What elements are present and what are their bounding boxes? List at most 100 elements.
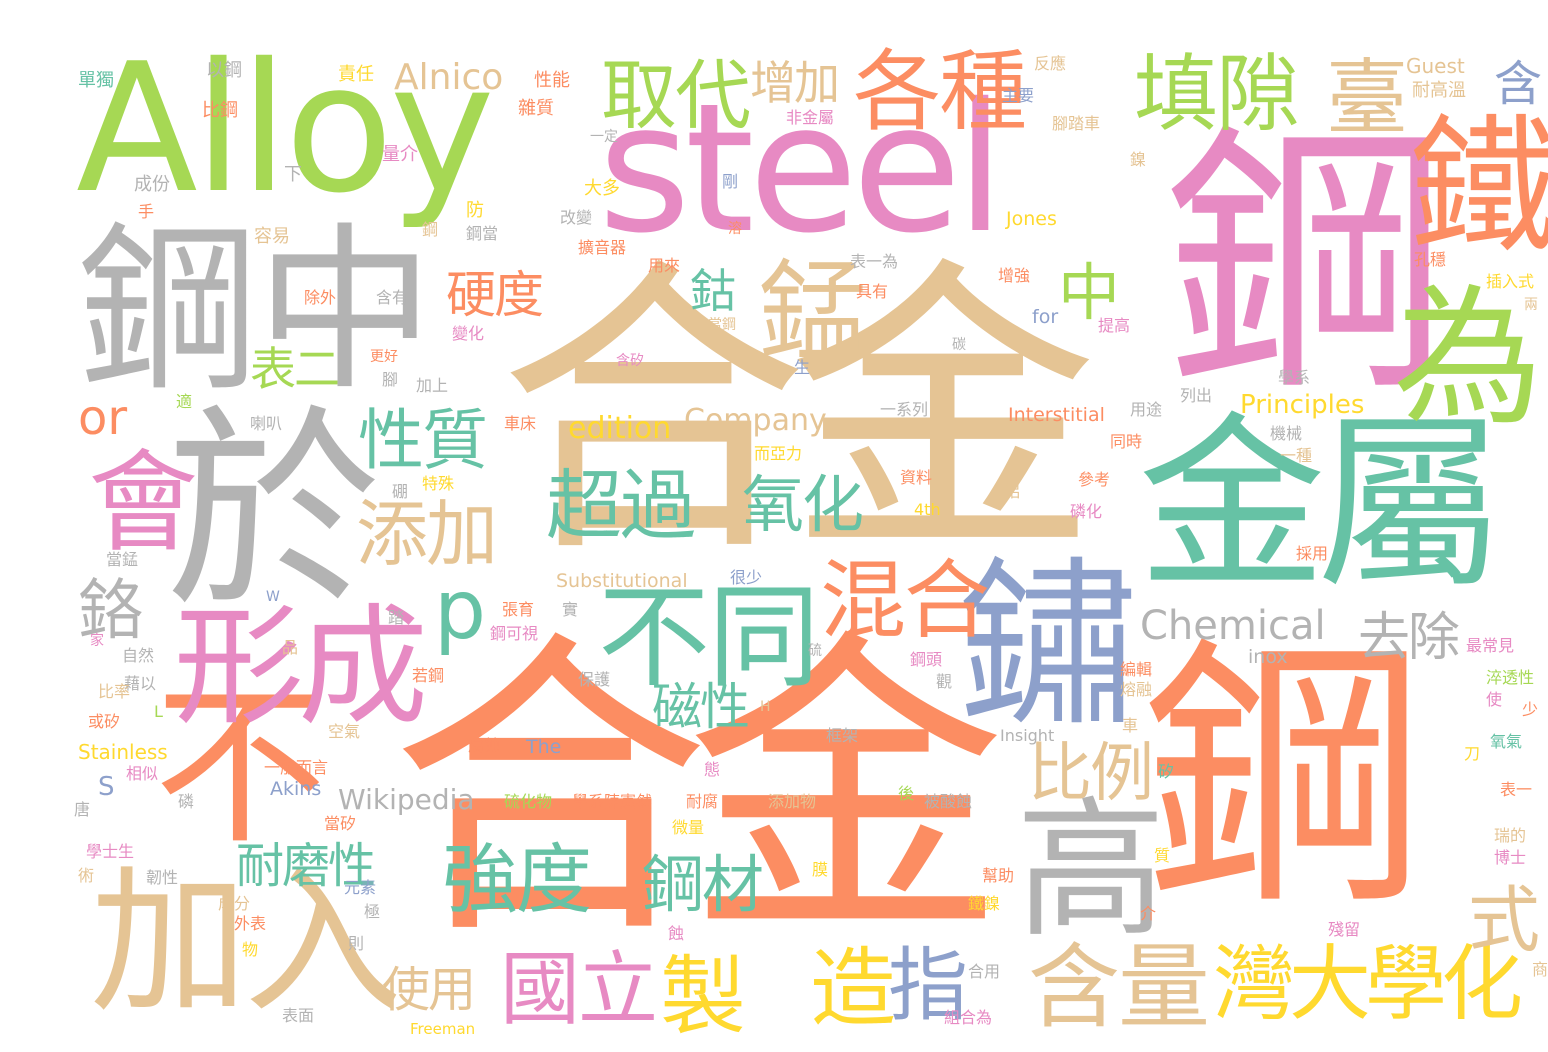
word-s117: 生 <box>794 358 811 377</box>
word-s116: 含矽 <box>616 353 644 369</box>
word-s190: 成分 <box>218 894 251 913</box>
word-s183: 博士 <box>1494 848 1527 867</box>
word-s132: 鋁 <box>1004 482 1021 501</box>
word-use: 使用 <box>382 962 476 1018</box>
word-s75: 單獨 <box>78 70 114 91</box>
word-alloy: Alloy <box>76 25 495 232</box>
word-insight: Insight <box>1000 726 1055 745</box>
word-zhong-lime: 中 <box>1058 256 1121 329</box>
word-s193: 介 <box>1140 904 1157 923</box>
word-s115: 加上 <box>416 376 449 395</box>
word-s114: 腳 <box>382 370 399 389</box>
word-s177: 磷 <box>178 792 195 811</box>
word-s160: 框架 <box>826 726 859 745</box>
word-s178: 當矽 <box>324 814 357 833</box>
word-s176: 唐 <box>74 800 91 819</box>
word-s97: 鎳 <box>1130 150 1147 169</box>
word-yu: 於 <box>166 386 381 637</box>
word-s175: 被酸蝕 <box>924 792 973 811</box>
word-s123: 車床 <box>504 414 537 433</box>
word-edition: edition <box>568 411 672 446</box>
word-s192: 極 <box>364 902 381 921</box>
word-s153: 觀 <box>936 672 953 691</box>
word-s100: 用來 <box>648 256 681 275</box>
word-s80: 雜質 <box>518 98 554 119</box>
word-s133: 參考 <box>1078 470 1111 489</box>
word-hui: 會 <box>88 439 198 567</box>
word-cobalt: 鈷 <box>690 264 736 318</box>
word-s96: 腳踏車 <box>1052 114 1101 133</box>
word-company: Company <box>684 403 827 438</box>
word-s76: 以鋼 <box>206 60 242 81</box>
word-s143: 自然 <box>122 646 155 665</box>
word-s158: 或矽 <box>88 712 121 731</box>
word-chemical: Chemical <box>1140 603 1326 649</box>
word-s90: 改變 <box>560 208 593 227</box>
word-steel-material: 鋼材 <box>642 848 764 921</box>
word-zao: 造 <box>810 939 896 1039</box>
word-add-in: 加入 <box>90 851 402 1035</box>
word-form: 形成 <box>174 591 428 743</box>
word-p: p <box>434 563 487 658</box>
word-s154: 熔融 <box>1120 680 1153 699</box>
word-s106: 兩 <box>1524 297 1538 313</box>
word-s199: 商 <box>1532 960 1548 979</box>
word-s198: 合用 <box>968 962 1001 981</box>
word-s195: 蝕 <box>668 924 685 943</box>
word-s104: 孔穩 <box>1414 250 1447 269</box>
word-principles: Principles <box>1240 390 1365 420</box>
word-rust: 鏽 <box>958 542 1139 751</box>
word-s150: 鋼頭 <box>910 650 943 669</box>
word-s112: 當鋼 <box>708 317 736 333</box>
word-table-two: 表二 <box>250 342 340 396</box>
word-s127: 一種 <box>1280 446 1313 465</box>
word-different: 不同 <box>598 573 820 703</box>
word-s85: 容易 <box>254 226 290 247</box>
word-s181: 學士生 <box>86 842 135 861</box>
word-oxidize: 氧化 <box>742 468 864 541</box>
word-s118: 學系 <box>1278 368 1311 387</box>
word-alloy-cn-2: 合金 <box>390 606 1006 978</box>
word-s179: 微量 <box>672 818 705 837</box>
word-s130: 特殊 <box>422 474 455 493</box>
word-s129: 資料 <box>900 468 933 487</box>
word-s137: 張育 <box>502 600 535 619</box>
word-s147: 比率 <box>98 682 131 701</box>
word-s110: 變化 <box>452 324 485 343</box>
word-s120: 用途 <box>1130 400 1163 419</box>
word-zhi-refer: 指 <box>888 939 968 1032</box>
word-jones: Jones <box>1006 208 1057 230</box>
word-gao: 高 <box>1016 784 1167 958</box>
word-steel-cn-salmon: 鋼 <box>1143 614 1425 943</box>
word-s108: 除外 <box>304 288 337 307</box>
word-s109: 含有 <box>376 288 409 307</box>
word-s95: 反應 <box>1034 54 1067 73</box>
word-s89: 大多 <box>584 178 620 199</box>
word-s78: 責任 <box>338 64 374 85</box>
word-freeman: Freeman <box>410 1020 476 1038</box>
word-s145: 藉以 <box>124 674 157 693</box>
word-steel: steel <box>598 65 1005 272</box>
word-s81: 量介 <box>382 144 418 165</box>
word-s201: 組合為 <box>944 1008 993 1027</box>
word-zhong-gray: 中 <box>256 207 434 414</box>
word-zhi-make: 製 <box>660 947 746 1047</box>
word-s111: 更好 <box>370 349 398 365</box>
word-add: 添加 <box>356 492 498 576</box>
word-s87: 鋼當 <box>466 224 499 243</box>
word-s189: 鐵鎳 <box>968 894 1001 913</box>
word-national: 國立 <box>500 943 658 1036</box>
word-property: 性質 <box>358 402 488 479</box>
word-4th: 4th <box>914 500 941 519</box>
word-s142: 家 <box>90 633 104 649</box>
word-s94: 主要 <box>1002 86 1035 105</box>
word-han: 含 <box>1494 56 1543 112</box>
word-steel-cn-pink: 鋼 <box>1117 114 1446 396</box>
word-mix: 混合 <box>820 551 990 651</box>
word-s163: 刀 <box>1464 744 1481 763</box>
word-s180: 瑞的 <box>1494 826 1527 845</box>
word-s161: 車 <box>1122 716 1139 735</box>
word-stainless: Stainless <box>78 740 168 764</box>
word-s187: 膜 <box>812 860 829 879</box>
word-wikipedia: Wikipedia <box>338 783 475 816</box>
